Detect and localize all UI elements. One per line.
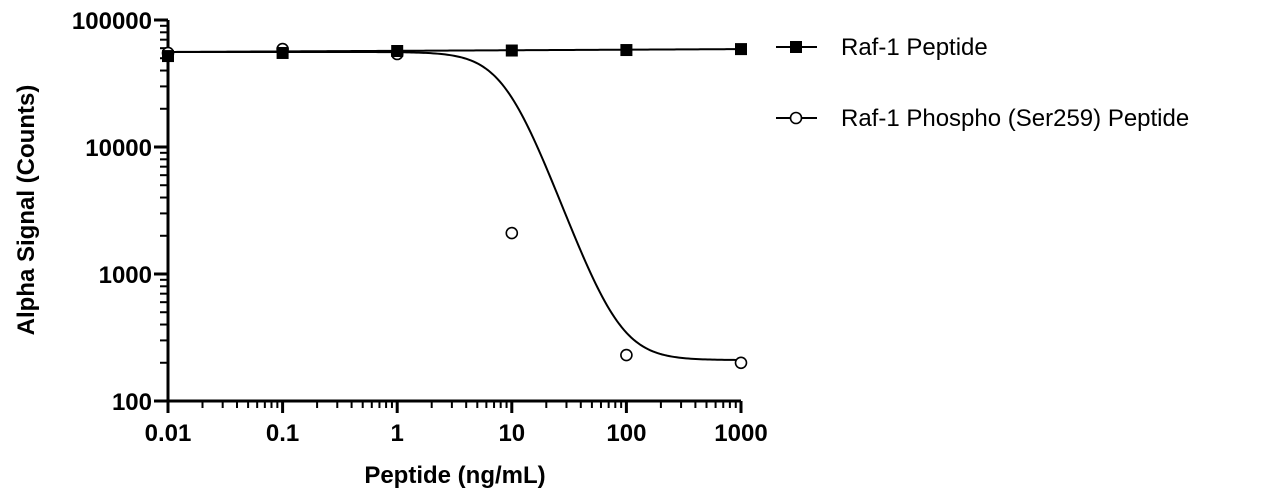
x-axis-label: Peptide (ng/mL)	[364, 462, 545, 489]
data-point-series-1	[162, 50, 174, 63]
y-tick-label: 100000	[72, 8, 152, 35]
legend-label-1: Raf-1 Peptide	[841, 34, 988, 61]
y-tick-label: 1000	[99, 262, 152, 289]
x-tick-label: 0.01	[145, 420, 192, 447]
legend-marker-1	[790, 41, 802, 53]
y-axis-label: Alpha Signal (Counts)	[13, 85, 40, 336]
data-point-series-1	[505, 44, 518, 57]
legend-marker-2	[789, 111, 803, 125]
fit-curves	[167, 48, 742, 361]
data-point-series-1	[276, 46, 289, 59]
ticks: 0.01 0.1 1 10 100 1000 100 1000 10000 100000	[72, 8, 768, 447]
y-tick-label: 10000	[85, 135, 152, 162]
fit-curve-series-2	[168, 50, 742, 361]
x-tick-label: 1	[391, 420, 404, 447]
data-point-series-1	[735, 43, 747, 56]
y-tick-label: 100	[112, 389, 152, 416]
data-point-series-2	[505, 226, 519, 240]
data-point-series-2	[620, 348, 633, 362]
data-points	[161, 42, 748, 370]
legend-label-2: Raf-1 Phospho (Ser259) Peptide	[841, 105, 1189, 132]
axes	[166, 20, 741, 403]
x-tick-label: 100	[606, 420, 646, 447]
data-point-series-2	[734, 356, 748, 370]
x-tick-label: 0.1	[266, 420, 299, 447]
x-tick-label: 10	[498, 420, 525, 447]
data-point-series-1	[620, 44, 633, 57]
data-point-series-1	[391, 45, 404, 58]
x-tick-label: 1000	[714, 420, 767, 447]
legend: Raf-1 Peptide Raf-1 Phospho (Ser259) Pept…	[776, 34, 1189, 132]
